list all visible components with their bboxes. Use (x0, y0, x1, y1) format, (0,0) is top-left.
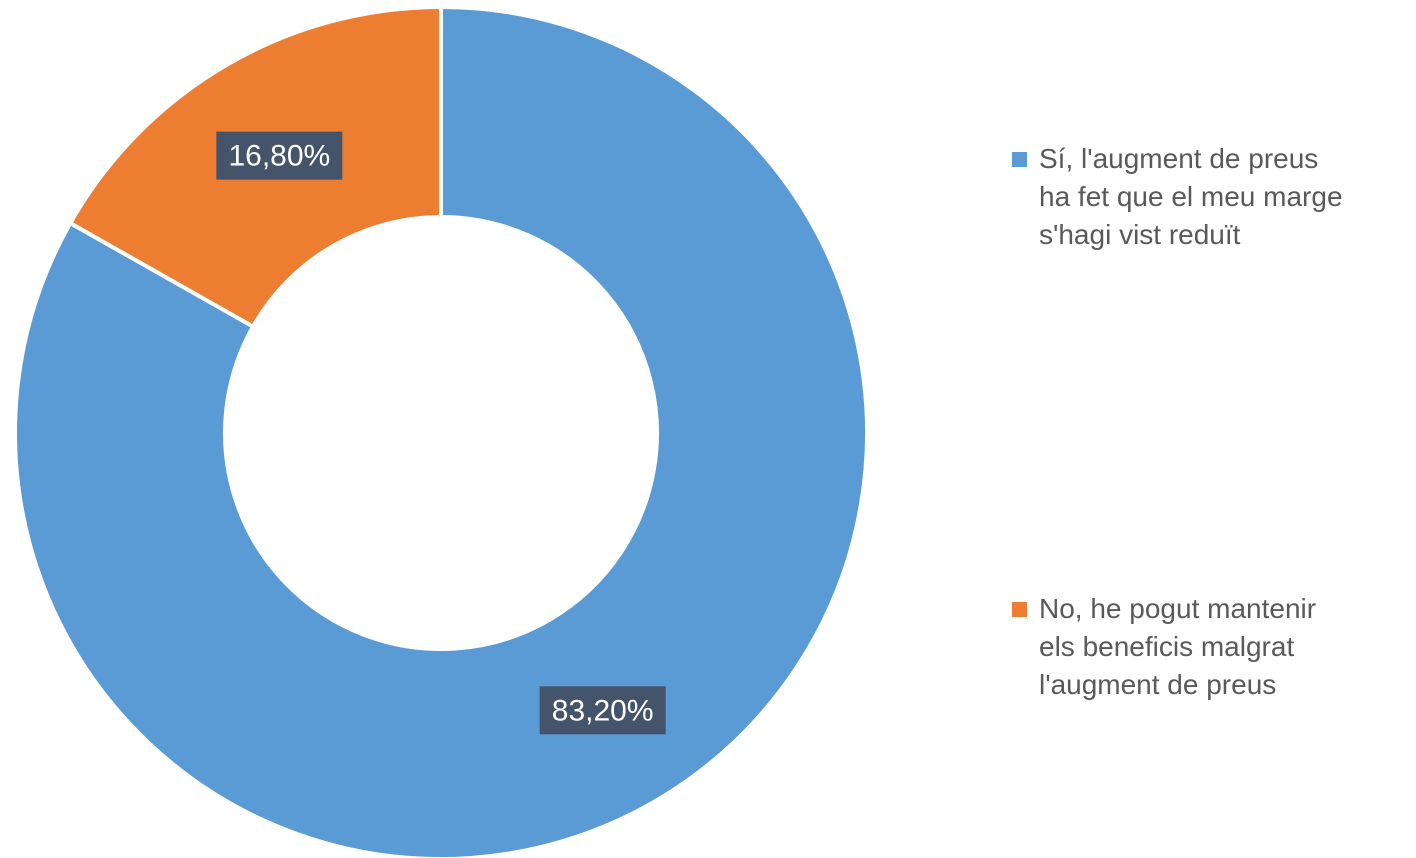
legend: Sí, l'augment de preus ha fet que el meu… (1012, 0, 1412, 858)
data-label-box-no (216, 131, 343, 180)
data-label-si: 83,20% (539, 686, 666, 735)
legend-label-si: Sí, l'augment de preus ha fet que el meu… (1039, 143, 1343, 250)
legend-item-no[interactable]: No, he pogut mantenir els beneficis malg… (1012, 590, 1409, 704)
donut-slice-si[interactable] (13, 5, 869, 858)
data-label-box-si (539, 686, 666, 735)
legend-item-si[interactable]: Sí, l'augment de preus ha fet que el meu… (1012, 140, 1409, 254)
data-label-no: 16,80% (216, 131, 343, 180)
data-label-text-no: 16,80% (228, 140, 330, 173)
donut-data-labels: 83,20% 16,80% (216, 131, 666, 735)
legend-swatch-si (1012, 152, 1027, 167)
donut-slices (13, 5, 869, 858)
legend-swatch-no (1012, 602, 1027, 617)
data-label-text-si: 83,20% (552, 694, 654, 727)
legend-label-no: No, he pogut mantenir els beneficis malg… (1039, 593, 1317, 700)
